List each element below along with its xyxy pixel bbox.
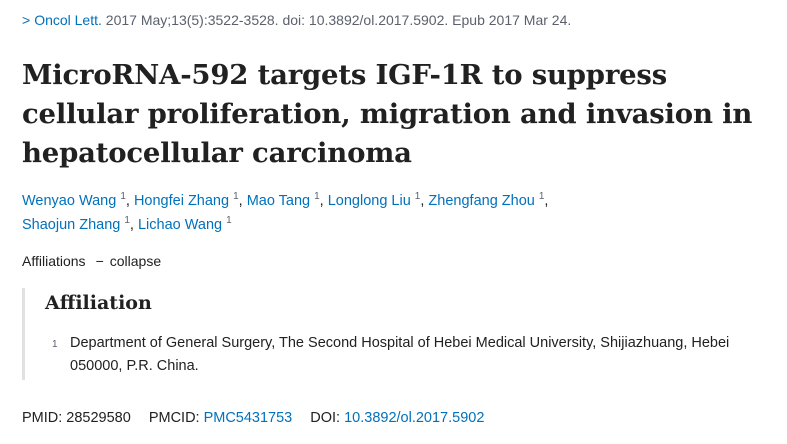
pmid-label: PMID: (22, 410, 63, 426)
author-aff-ref[interactable]: 1 (233, 191, 239, 202)
author-aff-ref[interactable]: 1 (538, 191, 545, 202)
doi-label: DOI: (310, 410, 341, 426)
author-link[interactable]: Shaojun Zhang (22, 217, 121, 233)
authors-list: Wenyao Wang 1, Hongfei Zhang 1, Mao Tang 1,… (22, 189, 762, 237)
author-item: Mao Tang 1, (246, 191, 328, 210)
article-identifiers: PMID: 28529580 PMCID: PMC5431753 DOI: 10.38… (22, 410, 484, 426)
author-aff-ref[interactable]: 1 (314, 191, 320, 202)
author-link[interactable]: Lichao Wang (137, 217, 223, 233)
author-aff-ref[interactable]: 1 (124, 215, 130, 226)
affiliation-text: Department of General Surgery, The Secon… (70, 335, 730, 374)
author-item: Longlong Liu 1, (327, 191, 429, 210)
author-aff-ref[interactable]: 1 (226, 215, 232, 226)
author-aff-ref[interactable]: 1 (120, 191, 126, 202)
citation-details: 2017 May;13(5):3522-3528. doi: 10.3892/o… (105, 12, 572, 28)
affiliations-toggle[interactable]: Affiliations − collapse (22, 253, 161, 269)
author-item: Zhengfang Zhou 1, (428, 191, 549, 210)
chevron-right-icon[interactable]: > (22, 12, 31, 28)
article-title: MicroRNA-592 targets IGF-1R to suppress … (22, 59, 753, 169)
pmcid-label: PMCID: (148, 410, 200, 426)
doi-link[interactable]: 10.3892/ol.2017.5902 (344, 410, 485, 426)
affiliation-number: 1 (52, 339, 58, 350)
journal-link[interactable]: Oncol Lett. (34, 12, 102, 28)
collapse-button[interactable]: collapse (109, 253, 162, 269)
pmid-value: 28529580 (66, 410, 131, 426)
pmcid-link[interactable]: PMC5431753 (203, 410, 293, 426)
author-link[interactable]: Longlong Liu (327, 193, 411, 209)
affiliation-panel: Affiliation 1 Department of General Surg… (22, 288, 765, 380)
author-aff-ref[interactable]: 1 (414, 191, 421, 202)
author-item: Lichao Wang 1 (137, 215, 232, 234)
author-item: Wenyao Wang 1, (22, 191, 134, 210)
affiliations-label: Affiliations (22, 253, 86, 269)
author-item: Hongfei Zhang 1, (133, 191, 247, 210)
author-item: Shaojun Zhang 1, (22, 215, 138, 234)
author-link[interactable]: Wenyao Wang (22, 193, 117, 209)
author-link[interactable]: Zhengfang Zhou (428, 193, 535, 209)
affiliation-heading: Affiliation (45, 292, 152, 314)
author-link[interactable]: Hongfei Zhang (133, 193, 230, 209)
citation-line: > Oncol Lett. 2017 May;13(5):3522-3528. d… (22, 12, 571, 28)
collapse-dash-icon: − (95, 253, 104, 269)
author-link[interactable]: Mao Tang (246, 193, 311, 209)
